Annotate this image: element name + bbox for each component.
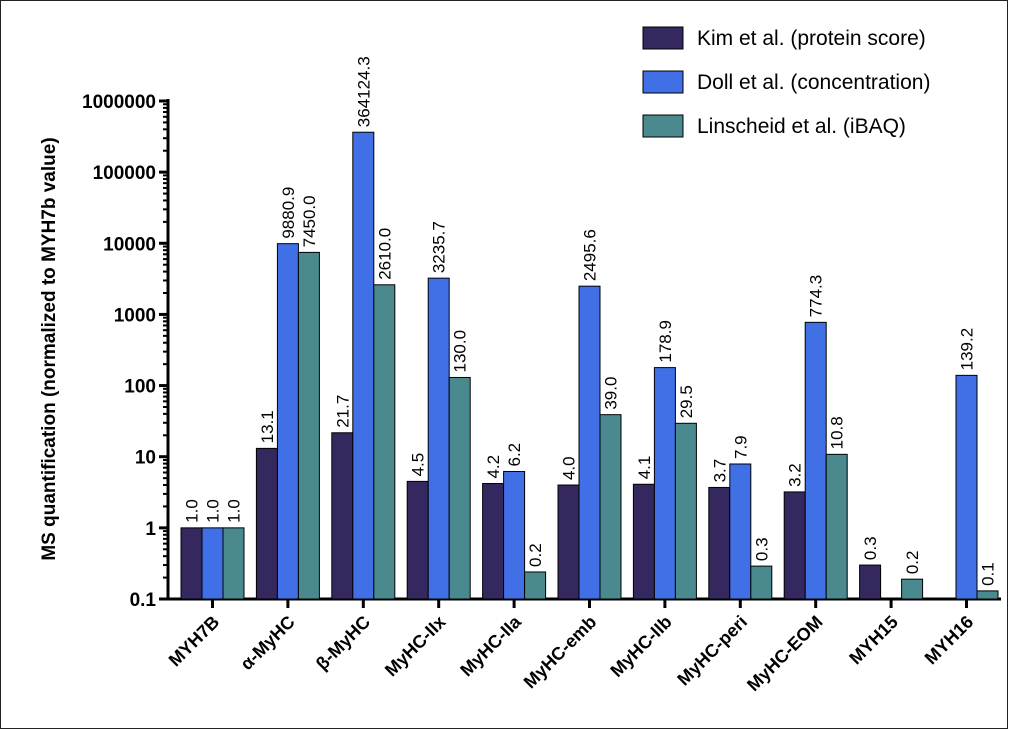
data-label-2-2: 2610.0: [375, 228, 394, 280]
data-label-0-0: 1.0: [183, 499, 202, 523]
data-label-10-1: 139.2: [958, 328, 977, 371]
data-label-4-2: 0.2: [526, 543, 545, 567]
bar-10-2: [976, 590, 999, 600]
data-label-9-0: 0.3: [861, 536, 880, 560]
category-label-9: MYH15: [845, 612, 902, 669]
bar-1-0: [255, 447, 278, 600]
bar-0-0: [180, 527, 203, 600]
bar-7-0: [708, 486, 731, 600]
data-label-0-2: 1.0: [225, 499, 244, 523]
bar-0-2: [222, 527, 245, 600]
legend-label-1: Doll et al. (concentration): [697, 71, 930, 94]
legend-swatch-0: [642, 26, 684, 50]
bar-6-0: [632, 483, 655, 600]
bar-0-1: [201, 527, 224, 600]
bar-1-2: [297, 251, 320, 600]
bar-3-1: [427, 277, 450, 600]
bar-8-1: [804, 321, 827, 600]
y-tick-label: 0.1: [130, 590, 157, 611]
data-label-4-0: 4.2: [484, 455, 503, 479]
category-label-6: MyHC-IIb: [606, 612, 675, 681]
legend-swatch-1: [642, 70, 684, 94]
data-label-8-0: 3.2: [786, 463, 805, 487]
y-tick-label: 100000: [93, 163, 156, 184]
category-label-7: MyHC-peri: [673, 612, 751, 690]
bar-3-2: [448, 376, 471, 600]
data-label-6-1: 178.9: [656, 320, 675, 363]
bar-6-1: [653, 367, 676, 600]
data-label-1-2: 7450.0: [300, 195, 319, 247]
category-label-10: MYH16: [921, 612, 978, 669]
data-labels: 1.0 13.1 21.7 4.5 4.2 4.0 4.1 3.7 3.2 0.3 1.0 9880.…: [183, 56, 998, 586]
y-tick-label: 1000: [114, 305, 156, 326]
data-label-0-1: 1.0: [204, 499, 223, 523]
y-tick-label: 100: [124, 377, 156, 398]
bar-7-2: [750, 565, 773, 600]
data-label-3-0: 4.5: [409, 453, 428, 477]
legend-label-0: Kim et al. (protein score): [697, 27, 926, 50]
data-label-6-0: 4.1: [635, 456, 654, 480]
category-label-1: α-MyHC: [236, 612, 298, 674]
legend: Kim et al. (protein score) Doll et al. (c…: [642, 26, 930, 138]
bar-5-1: [578, 285, 601, 600]
data-label-8-2: 10.8: [828, 416, 847, 449]
data-label-1-1: 9880.9: [279, 187, 298, 239]
data-label-4-1: 6.2: [505, 443, 524, 467]
data-label-8-1: 774.3: [807, 275, 826, 318]
bar-8-2: [825, 453, 848, 600]
legend-swatch-2: [642, 114, 684, 138]
bar-5-2: [599, 414, 622, 600]
category-label-4: MyHC-IIa: [456, 611, 525, 680]
bars: [180, 131, 999, 600]
data-label-7-1: 7.9: [731, 435, 750, 459]
y-tick-label: 1: [145, 519, 156, 540]
category-label-5: MyHC-emb: [520, 612, 601, 693]
bar-2-2: [373, 284, 396, 600]
data-label-5-1: 2495.6: [581, 229, 600, 281]
data-label-3-2: 130.0: [451, 330, 470, 373]
bar-2-1: [352, 131, 375, 600]
data-label-2-0: 21.7: [333, 395, 352, 428]
data-label-10-2: 0.1: [979, 562, 998, 586]
bar-9-2: [901, 578, 924, 600]
bar-3-0: [406, 480, 429, 600]
data-label-7-2: 0.3: [752, 537, 771, 561]
data-label-5-0: 4.0: [560, 456, 579, 480]
bar-2-0: [331, 432, 354, 600]
y-tick-label: 1000000: [82, 92, 156, 113]
legend-label-2: Linscheid et al. (iBAQ): [697, 115, 906, 138]
y-tick-label: 10: [135, 448, 156, 469]
bar-4-1: [503, 470, 526, 600]
bar-7-1: [729, 463, 752, 600]
data-label-2-1: 364124.3: [354, 56, 373, 127]
bar-10-1: [955, 374, 978, 600]
data-label-6-2: 29.5: [677, 385, 696, 418]
category-label-3: MyHC-IIx: [381, 612, 450, 681]
data-label-5-2: 39.0: [602, 377, 621, 410]
y-axis-label: MS quantification (normalized to MYH7b v…: [39, 137, 60, 560]
data-label-1-0: 13.1: [258, 410, 277, 443]
data-label-9-2: 0.2: [903, 551, 922, 575]
category-labels: MYH7B α-MyHC β-MyHC MyHC-IIx MyHC-IIaMyHC-em…: [165, 611, 978, 695]
category-label-0: MYH7B: [165, 612, 224, 671]
bar-5-0: [557, 484, 580, 600]
data-label-3-1: 3235.7: [430, 221, 449, 273]
bar-8-0: [783, 491, 806, 600]
y-tick-label: 10000: [103, 234, 156, 255]
data-label-7-0: 3.7: [710, 459, 729, 483]
bar-4-2: [524, 571, 547, 600]
bar-4-0: [482, 483, 505, 600]
bar-9-0: [859, 564, 882, 600]
category-label-8: MyHC-EOM: [743, 612, 826, 695]
bar-6-2: [674, 422, 697, 600]
bar-1-1: [276, 243, 299, 600]
category-label-2: β-MyHC: [312, 612, 374, 674]
